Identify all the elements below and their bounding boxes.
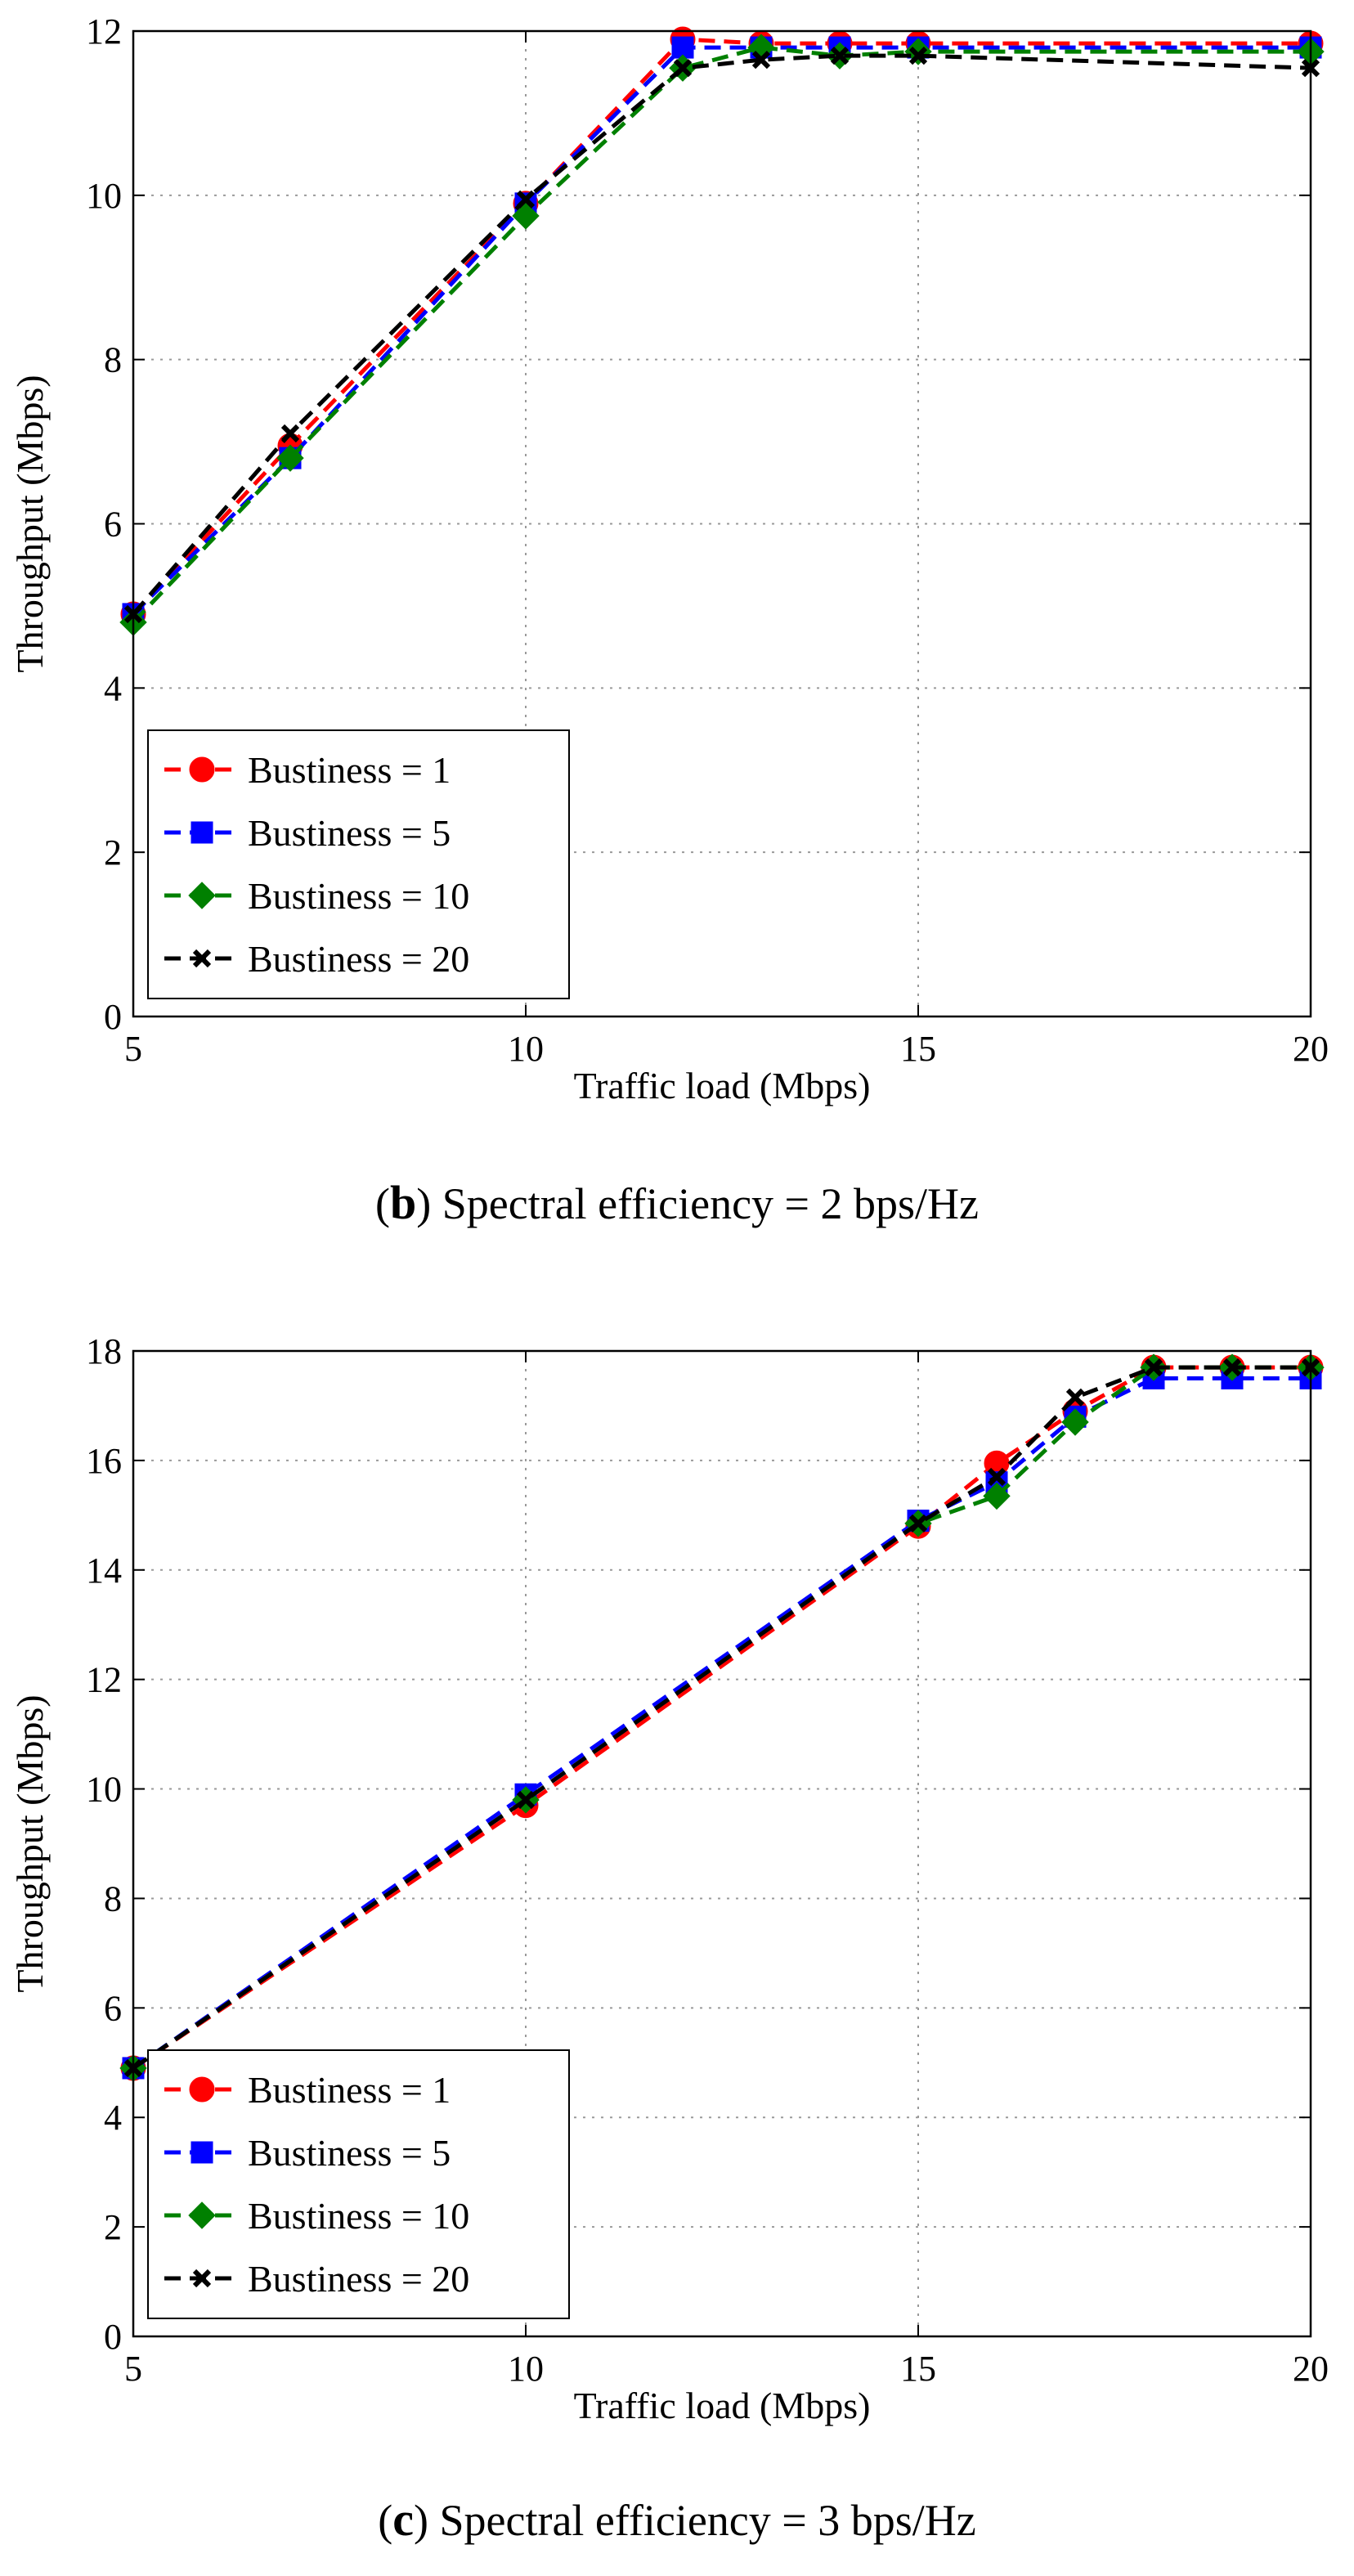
data-point <box>830 47 850 65</box>
legend-entry: Bustiness = 5 <box>164 2132 451 2174</box>
legend-marker <box>192 949 212 968</box>
y-axis-label: Throughput (Mbps) <box>9 1694 51 1992</box>
legend-label: Bustiness = 5 <box>248 2132 451 2174</box>
y-tick-label: 12 <box>86 11 122 52</box>
chart-b: 5 10 15 20 0 2 4 6 8 10 12 Traffic load (Mbps) Throu… <box>9 11 1329 1229</box>
data-point <box>516 190 536 209</box>
caption-paren-close: ) <box>416 1179 442 1228</box>
x-tick-label: 5 <box>124 1029 142 1069</box>
caption-text: Spectral efficiency = 2 bps/Hz <box>442 1179 979 1228</box>
legend-box <box>147 729 570 999</box>
y-tick-label: 12 <box>86 1660 122 1700</box>
data-point <box>1061 1408 1089 1436</box>
y-tick-label: 16 <box>86 1441 122 1481</box>
series-3 <box>123 47 1320 624</box>
legend-marker <box>191 2141 213 2164</box>
data-point <box>280 424 300 443</box>
caption-letter: b <box>390 1176 416 1229</box>
legend-entry: Bustiness = 10 <box>164 875 469 917</box>
legend-entry: Bustiness = 1 <box>164 2069 451 2111</box>
data-point <box>516 1790 536 1810</box>
data-point <box>983 1482 1011 1510</box>
legend-label: Bustiness = 20 <box>248 2258 469 2300</box>
legend-marker <box>191 821 213 844</box>
series-line <box>132 1365 1311 2071</box>
chart-c: 5 10 15 20 0 2 4 6 8 10 12 14 16 18 Traffic load (Mbps… <box>9 1331 1329 2546</box>
y-tick-label: 10 <box>86 176 122 216</box>
y-tick-label: 2 <box>104 2207 122 2247</box>
figure-caption: (b) Spectral efficiency = 2 bps/Hz <box>375 1176 979 1229</box>
x-tick-label: 20 <box>1293 2349 1329 2389</box>
y-tick-label: 6 <box>104 505 122 545</box>
y-tick-label: 4 <box>104 668 122 708</box>
y-tick-label: 8 <box>104 340 122 380</box>
legend-label: Bustiness = 1 <box>248 749 451 791</box>
x-axis-label: Traffic load (Mbps) <box>574 2385 871 2426</box>
legend: Bustiness = 1 Bustiness = 5 Bustiness = 10… <box>147 729 570 999</box>
legend-entry: Bustiness = 20 <box>164 938 469 980</box>
caption-paren-open: ( <box>375 1179 390 1228</box>
x-tick-label: 10 <box>508 1029 544 1069</box>
legend-entry: Bustiness = 20 <box>164 2258 469 2300</box>
x-tick-label: 5 <box>124 2349 142 2389</box>
y-tick-label: 18 <box>86 1331 122 1371</box>
data-point <box>1065 1388 1085 1407</box>
x-tick-label: 10 <box>508 2349 544 2389</box>
x-tick-label: 20 <box>1293 1029 1329 1069</box>
legend-label: Bustiness = 20 <box>248 938 469 980</box>
caption-paren-open: ( <box>378 2496 392 2545</box>
legend-marker <box>189 756 215 783</box>
x-tick-label: 15 <box>900 2349 936 2389</box>
data-point <box>512 202 540 230</box>
legend-entry: Bustiness = 10 <box>164 2195 469 2237</box>
y-tick-label: 6 <box>104 1988 122 2028</box>
series-line <box>132 1376 1311 2071</box>
legend-marker <box>192 2269 212 2288</box>
y-tick-label: 0 <box>104 2317 122 2357</box>
y-tick-label: 0 <box>104 997 122 1037</box>
y-tick-label: 10 <box>86 1770 122 1810</box>
legend-entry: Bustiness = 5 <box>164 812 451 854</box>
series-line <box>132 53 1311 616</box>
legend: Bustiness = 1 Bustiness = 5 Bustiness = 10… <box>147 2049 570 2319</box>
axes-frame <box>132 29 1312 1018</box>
legend-label: Bustiness = 1 <box>248 2069 451 2111</box>
legend-entry: Bustiness = 1 <box>164 749 451 791</box>
y-tick-label: 8 <box>104 1878 122 1919</box>
legend-box <box>147 2049 570 2319</box>
caption-paren-close: ) <box>414 2496 439 2545</box>
y-axis-label: Throughput (Mbps) <box>9 375 51 672</box>
data-point <box>1222 1358 1242 1377</box>
axes-frame <box>132 1349 1312 2338</box>
caption-letter: c <box>392 2493 414 2546</box>
legend-marker <box>189 2076 215 2103</box>
series-line <box>132 45 1311 624</box>
data-point <box>904 38 932 65</box>
y-tick-label: 14 <box>86 1551 122 1591</box>
legend-marker <box>188 882 216 909</box>
data-point <box>751 51 771 70</box>
data-point <box>987 1467 1007 1487</box>
legend-label: Bustiness = 10 <box>248 875 469 917</box>
data-point <box>673 59 693 78</box>
data-point <box>1144 1358 1163 1377</box>
figure-caption: (c) Spectral efficiency = 3 bps/Hz <box>378 2493 975 2546</box>
x-tick-label: 15 <box>900 1029 936 1069</box>
y-tick-label: 2 <box>104 832 122 873</box>
legend-marker <box>188 2201 216 2229</box>
legend-label: Bustiness = 5 <box>248 812 451 854</box>
y-tick-label: 4 <box>104 2098 122 2138</box>
data-point <box>908 1514 928 1533</box>
series-line <box>132 37 1311 616</box>
legend-label: Bustiness = 10 <box>248 2195 469 2237</box>
caption-text: Spectral efficiency = 3 bps/Hz <box>439 2496 975 2545</box>
data-point <box>908 47 928 65</box>
data-point <box>276 444 304 472</box>
x-axis-label: Traffic load (Mbps) <box>574 1065 871 1106</box>
